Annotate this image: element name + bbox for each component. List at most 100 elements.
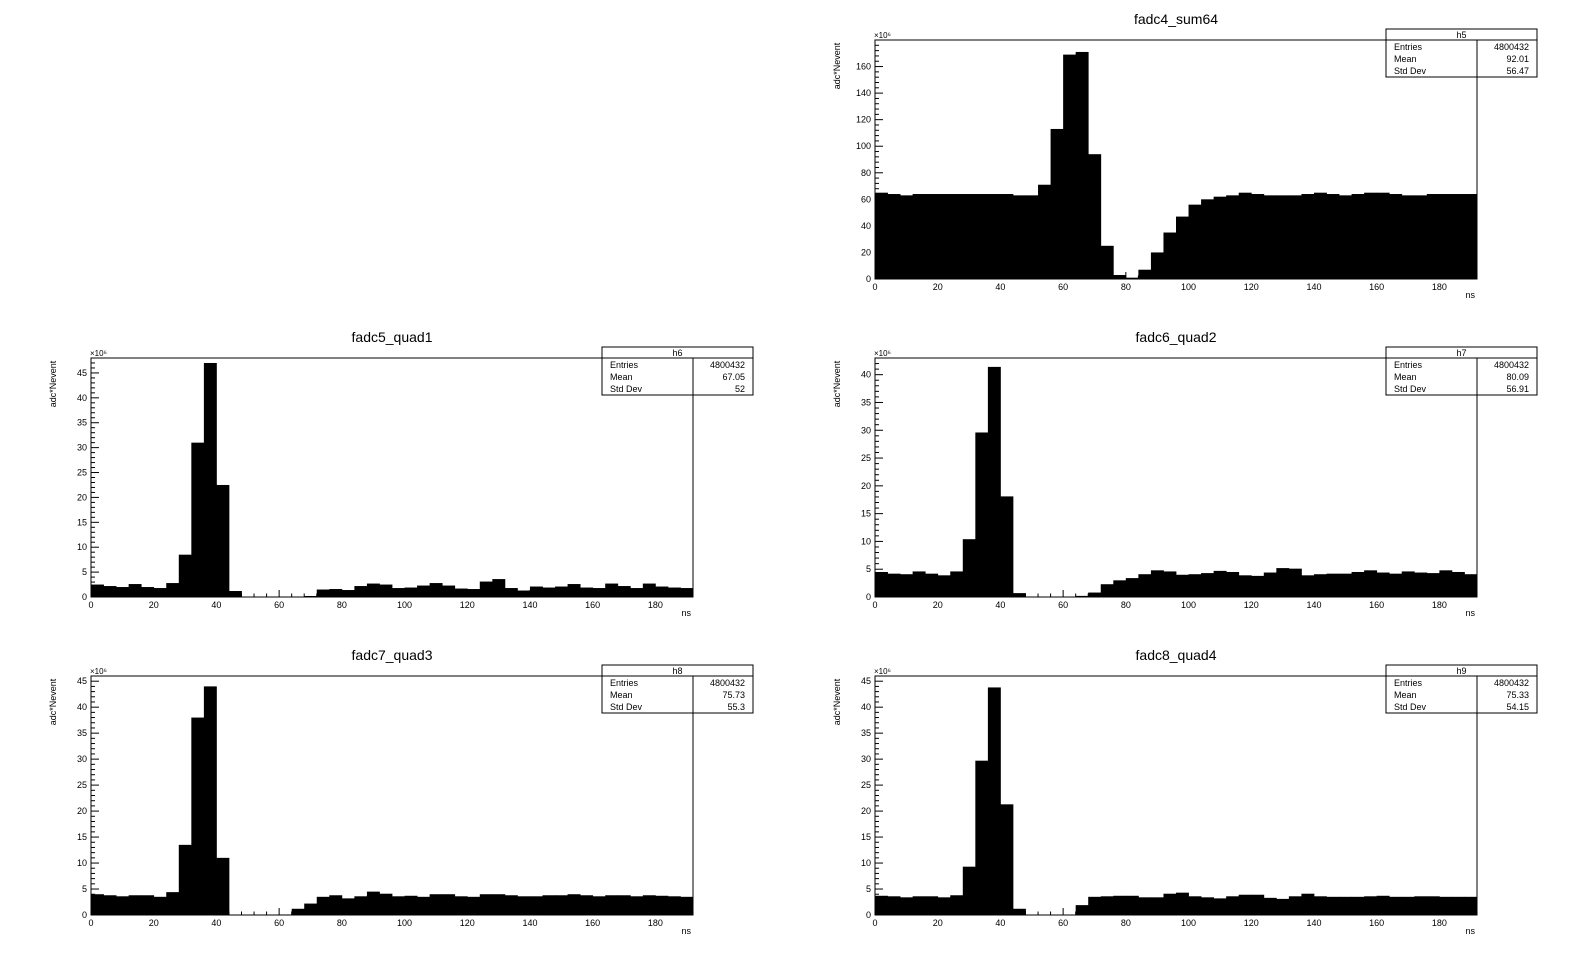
stats-mean-label: Mean [1394,54,1417,64]
x-tick-label: 0 [88,600,93,610]
histogram-bar [1025,195,1039,279]
histogram-bar [166,583,180,597]
histogram-bar [1012,195,1026,279]
y-axis-label: adc*Nevent [832,42,842,89]
histogram-bar [1000,194,1014,279]
stats-entries-label: Entries [610,678,639,688]
x-tick-label: 0 [88,918,93,928]
y-tick-label: 160 [856,62,871,72]
histogram-bar [1238,192,1252,279]
stats-entries-label: Entries [610,360,639,370]
x-tick-label: 140 [1306,282,1321,292]
x-tick-label: 20 [933,282,943,292]
stats-histogram-name: h5 [1456,30,1466,40]
histogram-bar [1113,895,1127,915]
histogram-bar [1414,572,1428,597]
histogram-bar [987,687,1001,915]
histogram-title: fadc4_sum64 [1134,11,1218,27]
stats-histogram-name: h9 [1456,666,1466,676]
histogram-bar [1288,896,1302,915]
x-tick-label: 100 [397,600,412,610]
stats-mean-label: Mean [1394,372,1417,382]
histogram-bar [504,895,518,915]
histogram-bar [617,586,631,597]
histogram-bar [228,591,242,597]
stats-histogram-name: h6 [672,348,682,358]
y-tick-label: 0 [82,592,87,602]
y-tick-label: 40 [77,702,87,712]
x-tick-label: 140 [522,600,537,610]
stats-stddev-label: Std Dev [610,702,643,712]
x-tick-label: 160 [585,600,600,610]
histogram-bar [216,857,230,915]
histogram-bar [875,571,888,597]
histogram-bar [1012,908,1026,915]
x-tick-label: 40 [995,600,1005,610]
x-tick-label: 80 [337,918,347,928]
y-tick-label: 30 [77,443,87,453]
x-axis-label: ns [681,926,691,936]
y-tick-label: 40 [77,393,87,403]
stats-entries-value: 4800432 [710,360,745,370]
histogram-bar [529,896,543,915]
histogram-bar [128,584,142,597]
histogram-bar [580,587,594,597]
histogram-bar [887,573,901,597]
histogram-bar [1263,572,1277,597]
x-tick-label: 120 [1244,282,1259,292]
stats-histogram-name: h7 [1456,348,1466,358]
stats-mean-value: 80.09 [1506,372,1529,382]
x-tick-label: 140 [1306,918,1321,928]
histogram-bar [1226,571,1240,597]
y-tick-label: 5 [82,884,87,894]
y-exponent-label: ×10⁶ [874,349,891,358]
y-exponent-label: ×10⁶ [874,31,891,40]
histogram-bar [429,894,443,915]
histogram-bar [900,574,914,597]
histogram-bar [1150,570,1164,597]
histogram-bar [329,589,343,597]
x-tick-label: 180 [1432,600,1447,610]
histogram-bar [1364,192,1378,279]
x-tick-label: 40 [995,918,1005,928]
histogram-bar [630,588,644,597]
histogram-bar [392,896,405,915]
histogram-bar [975,194,989,279]
stats-box-frame [1385,28,1538,78]
stats-stddev-value: 56.91 [1506,384,1529,394]
x-tick-label: 40 [995,282,1005,292]
y-tick-label: 0 [866,910,871,920]
histogram-bar [1313,192,1327,279]
stats-box-frame [1385,664,1538,714]
histogram-bar [887,194,901,279]
histogram-bar [1364,896,1378,915]
histogram-bar [1088,592,1102,597]
y-tick-label: 0 [866,592,871,602]
histogram-bar [203,686,217,915]
histogram-title: fadc8_quad4 [1136,647,1217,663]
histogram-bar [1301,893,1315,915]
histogram-bar [1176,574,1189,597]
x-tick-label: 60 [1058,600,1068,610]
stats-entries-label: Entries [1394,42,1423,52]
stats-entries-label: Entries [1394,678,1423,688]
y-tick-label: 35 [861,728,871,738]
histogram-bar [1288,195,1302,279]
histogram-bar [354,586,368,597]
histogram-bar [1038,184,1051,279]
y-exponent-label: ×10⁶ [874,667,891,676]
histogram-bar [128,895,142,915]
histogram-bar [1213,570,1227,597]
histogram-bar [479,581,493,597]
histogram-bar [1301,194,1315,279]
x-axis-label: ns [1465,290,1475,300]
y-tick-label: 20 [861,247,871,257]
histogram-bar [304,903,318,915]
y-tick-label: 35 [861,397,871,407]
histogram-bar [354,896,368,915]
x-tick-label: 120 [1244,600,1259,610]
histogram-bar [1414,195,1428,279]
histogram-bar [925,194,939,279]
histogram-bar [1125,895,1139,915]
